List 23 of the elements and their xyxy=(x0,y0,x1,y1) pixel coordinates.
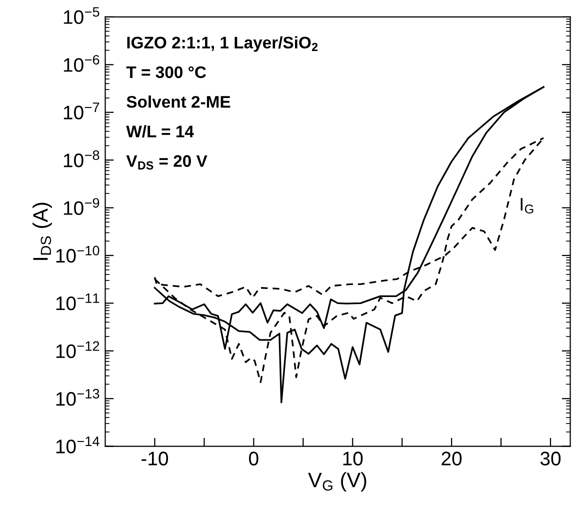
x-tick-label: 30 xyxy=(540,452,561,466)
y-axis-title: I$_{DS}$ (A) xyxy=(32,202,52,260)
annotation: W/L = 14 xyxy=(126,125,194,138)
x-tick-label: 20 xyxy=(442,452,462,466)
x-tick-label: 0 xyxy=(249,452,258,466)
y-tick-label: 10$^{−5}$ xyxy=(64,7,100,24)
annotation: IGZO 2:1:1, 1 Layer/SiO$_{2}$ xyxy=(127,36,318,52)
annotation: Solvent 2-ME xyxy=(126,96,230,108)
y-tick-label: 10$^{−8}$ xyxy=(64,150,100,168)
y-tick-label: 10$^{−14}$ xyxy=(56,436,100,454)
y-tick-label: 10$^{−11}$ xyxy=(56,294,100,310)
y-tick-label: 10$^{−12}$ xyxy=(56,341,100,358)
y-tick-label: 10$^{−13}$ xyxy=(56,388,100,406)
annotation: T = 300 °C xyxy=(126,66,206,78)
x-tick-label: -10 xyxy=(142,452,168,466)
annotation: V$_{DS}$ = 20 V xyxy=(126,155,208,170)
y-tick-label: 10$^{−9}$ xyxy=(64,198,100,215)
y-tick-label: 10$^{−7}$ xyxy=(64,102,100,120)
y-tick-label: 10$^{−6}$ xyxy=(64,54,100,72)
annotation: I$_{G}$ xyxy=(520,198,534,214)
y-tick-label: 10$^{−10}$ xyxy=(56,246,100,263)
x-tick-label: 10 xyxy=(343,452,363,466)
x-axis-title: V$_{G}$ (V) xyxy=(308,472,366,492)
